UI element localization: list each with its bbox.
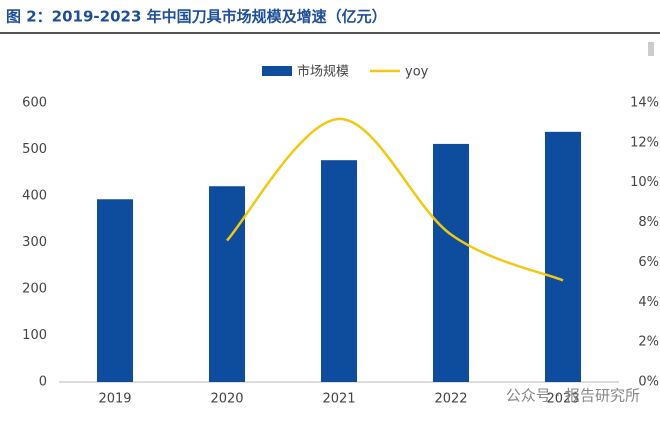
legend-label: yoy — [405, 65, 429, 80]
x-tick-label: 2021 — [322, 392, 355, 407]
scrollbar — [648, 42, 654, 56]
legend-swatch — [262, 66, 292, 76]
bar — [433, 143, 469, 382]
line — [226, 117, 564, 282]
y2-tick-label: 8% — [638, 215, 659, 230]
y-tick-label: 500 — [22, 142, 47, 157]
y-tick-label: 200 — [22, 282, 47, 297]
y2-tick-label: 4% — [638, 295, 659, 310]
chart-title: 图 2：2019-2023 年中国刀具市场规模及增速（亿元） — [6, 8, 387, 26]
x-tick-label: 2019 — [98, 392, 131, 407]
watermark: 公众号 · 报告研究所 — [506, 387, 640, 405]
x-tick-label: 2023 — [546, 392, 579, 407]
bar — [321, 160, 357, 382]
bar — [97, 199, 133, 382]
y2-tick-label: 2% — [638, 335, 659, 350]
y2-tick-label: 6% — [638, 255, 659, 270]
y2-tick-label: 12% — [630, 135, 659, 150]
bar — [545, 131, 581, 382]
y-tick-label: 0 — [39, 375, 47, 390]
y2-tick-label: 10% — [630, 175, 659, 190]
y-tick-label: 100 — [22, 328, 47, 343]
y2-tick-label: 0% — [638, 375, 659, 390]
y-tick-label: 400 — [22, 189, 47, 204]
y-tick-label: 600 — [22, 96, 47, 111]
bar — [209, 186, 245, 382]
y2-tick-label: 14% — [630, 96, 659, 111]
x-tick-label: 2022 — [434, 392, 467, 407]
legend-label: 市场规模 — [297, 64, 349, 80]
y-tick-label: 300 — [22, 235, 47, 250]
x-tick-label: 2020 — [210, 392, 243, 407]
